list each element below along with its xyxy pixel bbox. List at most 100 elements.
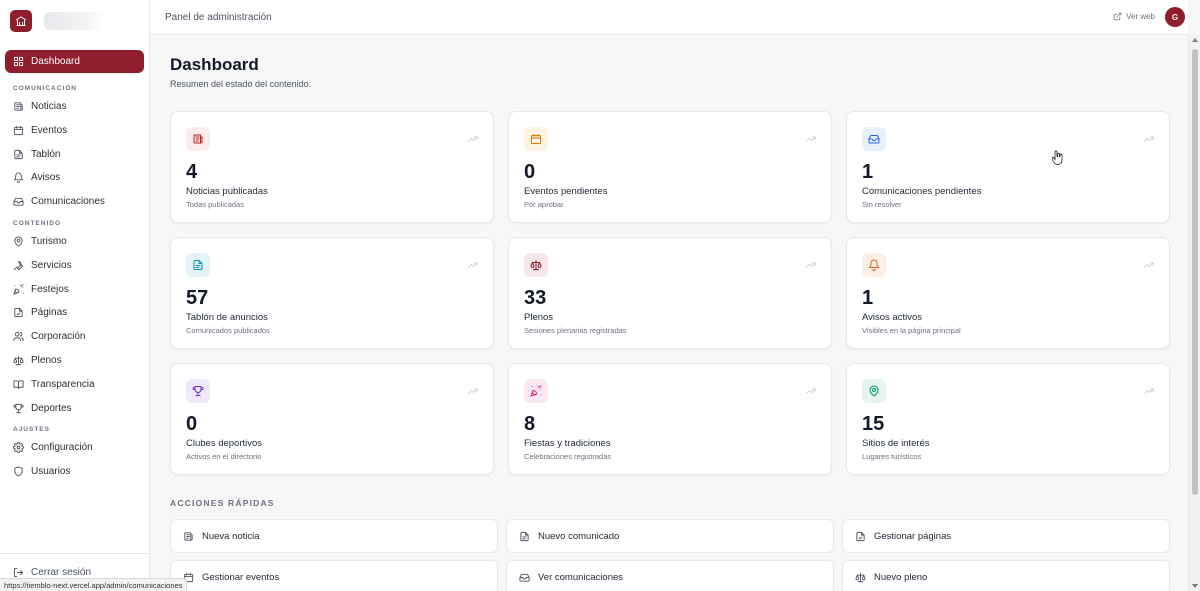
dashboard-grid-icon (13, 56, 24, 67)
sidebar-item-festejos[interactable]: Festejos (5, 278, 144, 301)
scale-icon (855, 572, 866, 582)
main-content: Dashboard Resumen del estado del conteni… (150, 35, 1188, 591)
sidebar-item-noticias[interactable]: Noticias (5, 95, 144, 118)
stat-label: Avisos activos (862, 312, 923, 323)
sidebar-item-transparencia[interactable]: Transparencia (5, 373, 144, 396)
sidebar-item-usuarios[interactable]: Usuarios (5, 460, 144, 483)
stat-sublabel: Lugares turísticos (862, 452, 922, 461)
scroll-up-arrow-icon[interactable] (1192, 38, 1198, 42)
topbar: Panel de administración Ver web G (150, 0, 1188, 35)
quick-action-label: Gestionar páginas (874, 530, 952, 542)
book-icon (13, 380, 24, 389)
quick-action-gestionar-eventos[interactable]: Gestionar eventos (170, 560, 498, 591)
stat-card[interactable]: 33 Plenos Sesiones plenarias registradas (508, 237, 832, 349)
view-site-link[interactable]: Ver web (1113, 12, 1155, 21)
quick-action-nuevo-comunicado[interactable]: Nuevo comunicado (506, 519, 834, 553)
stat-card[interactable]: 8 Fiestas y tradiciones Celebraciones regi… (508, 363, 832, 475)
stat-card[interactable]: 1 Comunicaciones pendientes Sin resolver (846, 111, 1170, 223)
stat-card[interactable]: 4 Noticias publicadas Todas publicadas (170, 111, 494, 223)
quick-action-gestionar-paginas[interactable]: Gestionar páginas (842, 519, 1170, 553)
trend-up-icon (1144, 388, 1154, 394)
stat-sublabel: Todas publicadas (186, 200, 244, 209)
inbox-icon (519, 573, 530, 582)
sidebar-item-label: Usuarios (31, 466, 71, 478)
document-icon (14, 149, 23, 159)
scroll-down-arrow-icon[interactable] (1192, 584, 1198, 588)
trend-up-icon (468, 262, 478, 268)
shield-icon (14, 466, 23, 477)
document-icon (193, 260, 203, 270)
sidebar-item-label: Plenos (31, 354, 62, 366)
stat-card-icon-wrap (862, 379, 886, 403)
stat-label: Fiestas y tradiciones (524, 438, 611, 449)
stat-card[interactable]: 1 Avisos activos Visibles en la página pri… (846, 237, 1170, 349)
sidebar-item-configuracion[interactable]: Configuración (5, 436, 144, 459)
scroll-thumb[interactable] (1192, 49, 1198, 495)
page-scrollbar[interactable] (1188, 35, 1200, 591)
sidebar-item-servicios[interactable]: Servicios (5, 254, 144, 277)
trend-up-icon (1144, 262, 1154, 268)
logout-button[interactable]: Cerrar sesión (5, 561, 144, 584)
sidebar-item-corporacion[interactable]: Corporación (5, 325, 144, 348)
brand (0, 0, 149, 42)
stat-card[interactable]: 0 Clubes deportivos Activos en el director… (170, 363, 494, 475)
sidebar-item-eventos[interactable]: Eventos (5, 119, 144, 142)
stat-card[interactable]: 15 Sitios de interés Lugares turísticos (846, 363, 1170, 475)
file-icon (856, 531, 865, 541)
sidebar-item-deportes[interactable]: Deportes (5, 397, 144, 420)
sidebar-item-paginas[interactable]: Páginas (5, 301, 144, 324)
sidebar-item-turismo[interactable]: Turismo (5, 230, 144, 253)
avatar[interactable]: G (1165, 7, 1185, 27)
logout-label: Cerrar sesión (31, 567, 92, 578)
quick-action-ver-comunicaciones[interactable]: Ver comunicaciones (506, 560, 834, 591)
party-popper-icon (530, 385, 542, 397)
stat-card-icon-wrap (524, 253, 548, 277)
page-title: Dashboard (170, 55, 259, 74)
stat-card[interactable]: 0 Eventos pendientes Por aprobar (508, 111, 832, 223)
sidebar-section-title: COMUNICACIÓN (13, 85, 77, 92)
inbox-icon (868, 135, 880, 144)
quick-action-nuevo-pleno[interactable]: Nuevo pleno (842, 560, 1170, 591)
stat-card-icon-wrap (524, 379, 548, 403)
sidebar-nav: Dashboard COMUNICACIÓN Noticias Eventos Tab… (0, 42, 149, 483)
sidebar-item-label: Turismo (31, 235, 67, 247)
stat-card-icon-wrap (186, 127, 210, 151)
stat-value: 57 (186, 287, 209, 309)
quick-action-label: Nuevo comunicado (538, 530, 620, 542)
gear-icon (13, 442, 24, 454)
scale-icon (530, 260, 542, 270)
stat-card-icon-wrap (186, 253, 210, 277)
stat-value: 8 (524, 413, 536, 435)
trophy-icon (13, 403, 24, 413)
sidebar-item-label: Corporación (31, 331, 86, 343)
sidebar-footer: Cerrar sesión (0, 553, 149, 585)
stat-label: Noticias publicadas (186, 186, 268, 197)
stat-value: 0 (186, 413, 198, 435)
document-icon (520, 531, 529, 541)
page-subtitle: Resumen del estado del contenido. (170, 79, 312, 89)
sidebar-item-label: Tablón (31, 148, 61, 160)
trend-up-icon (806, 136, 816, 142)
view-site-label: Ver web (1126, 12, 1155, 21)
stat-card[interactable]: 57 Tablón de anuncios Comunicados publicad… (170, 237, 494, 349)
town-hall-logo-icon[interactable] (10, 10, 32, 32)
quick-action-label: Nueva noticia (202, 530, 260, 542)
sidebar-item-comunicaciones[interactable]: Comunicaciones (5, 190, 144, 213)
calendar-icon (13, 125, 24, 135)
stat-card-icon-wrap (862, 253, 886, 277)
sidebar-item-tablon[interactable]: Tablón (5, 143, 144, 166)
stat-label: Tablón de anuncios (186, 312, 268, 323)
sidebar-item-avisos[interactable]: Avisos (5, 166, 144, 189)
file-icon (14, 308, 23, 318)
sidebar-item-plenos[interactable]: Plenos (5, 349, 144, 372)
sidebar-sections: COMUNICACIÓN Noticias Eventos Tablón Avisos C… (5, 79, 144, 483)
sidebar-item-label: Comunicaciones (31, 196, 105, 208)
stat-sublabel: Sesiones plenarias registradas (524, 326, 627, 335)
stat-sublabel: Sin resolver (862, 200, 902, 209)
sidebar: Dashboard COMUNICACIÓN Noticias Eventos Tab… (0, 0, 150, 591)
stat-sublabel: Celebraciones registradas (524, 452, 612, 461)
quick-action-nueva-noticia[interactable]: Nueva noticia (170, 519, 498, 553)
sidebar-item-dashboard[interactable]: Dashboard (5, 50, 144, 73)
stat-value: 0 (524, 161, 536, 183)
stat-card-icon-wrap (186, 379, 210, 403)
